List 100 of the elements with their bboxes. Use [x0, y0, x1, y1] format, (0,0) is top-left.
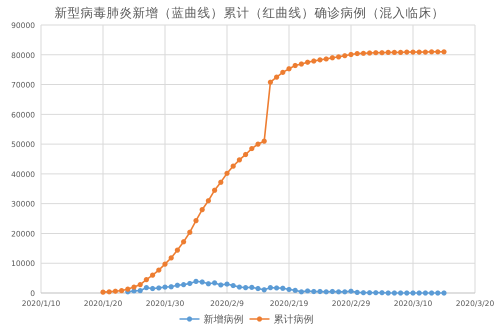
point — [410, 50, 416, 55]
point — [379, 290, 385, 296]
point — [317, 288, 323, 294]
point — [249, 146, 254, 152]
point — [336, 54, 342, 60]
point — [292, 288, 298, 293]
point — [156, 267, 162, 273]
point — [150, 272, 156, 278]
point — [168, 255, 174, 260]
point — [168, 284, 174, 290]
point — [212, 188, 218, 193]
point — [386, 50, 391, 55]
point — [286, 286, 292, 292]
point — [404, 50, 410, 55]
point — [193, 278, 199, 284]
point — [311, 58, 316, 64]
point — [336, 289, 342, 294]
point — [125, 286, 130, 292]
point — [435, 49, 440, 54]
point — [187, 230, 192, 235]
point — [144, 277, 149, 282]
point — [162, 284, 168, 290]
point — [360, 290, 366, 296]
point — [360, 50, 366, 56]
point — [193, 218, 199, 224]
point — [138, 282, 143, 288]
point — [342, 53, 348, 58]
point — [416, 290, 422, 296]
point — [243, 285, 248, 290]
legend-label: 新增病例 — [204, 314, 244, 326]
point — [348, 52, 354, 58]
point — [131, 284, 137, 290]
point — [106, 289, 112, 294]
point — [292, 62, 298, 68]
point — [398, 50, 404, 55]
point — [138, 288, 143, 294]
point — [367, 50, 372, 56]
point — [354, 290, 360, 296]
point — [268, 80, 273, 85]
point — [212, 280, 218, 286]
point — [187, 280, 192, 286]
point — [274, 285, 280, 291]
point — [224, 281, 230, 287]
point — [429, 49, 434, 54]
chart-title: 新型病毒肺炎新增（蓝曲线）累计（红曲线）确诊病例（混入临床） — [54, 5, 444, 20]
point — [286, 66, 292, 72]
point — [280, 70, 286, 75]
point — [249, 284, 254, 290]
point — [119, 288, 124, 294]
point — [392, 290, 397, 296]
point — [174, 282, 180, 288]
point — [379, 50, 385, 56]
point — [324, 56, 329, 62]
point — [162, 262, 168, 267]
point — [224, 170, 230, 176]
point — [144, 285, 149, 290]
point — [298, 61, 304, 67]
point — [416, 50, 422, 55]
point — [262, 287, 267, 292]
point — [236, 284, 242, 290]
point — [305, 60, 310, 65]
point — [429, 290, 434, 296]
point — [274, 74, 280, 80]
point — [243, 152, 248, 158]
point — [156, 285, 162, 291]
point — [305, 288, 310, 294]
point — [410, 290, 416, 296]
point — [441, 290, 447, 296]
point — [392, 50, 397, 55]
point — [236, 157, 242, 162]
point — [268, 285, 273, 290]
point — [255, 286, 261, 292]
point — [280, 286, 286, 291]
point — [262, 138, 267, 144]
point — [373, 50, 378, 56]
point — [398, 290, 404, 296]
point — [422, 50, 428, 55]
point — [367, 290, 372, 296]
point — [174, 248, 180, 253]
point — [298, 289, 304, 294]
point — [386, 290, 391, 296]
point — [181, 239, 186, 244]
point — [441, 49, 447, 54]
point — [112, 288, 118, 294]
point — [324, 289, 329, 294]
point — [200, 207, 205, 212]
point — [348, 288, 354, 294]
point — [230, 164, 236, 169]
point — [150, 286, 156, 292]
point — [354, 50, 360, 56]
point — [422, 290, 428, 296]
point — [330, 55, 335, 60]
point — [100, 290, 106, 295]
point — [373, 290, 378, 296]
point — [404, 290, 410, 296]
point — [218, 180, 224, 185]
point — [206, 198, 211, 204]
point — [435, 290, 440, 296]
point — [200, 279, 205, 285]
point — [230, 282, 236, 288]
